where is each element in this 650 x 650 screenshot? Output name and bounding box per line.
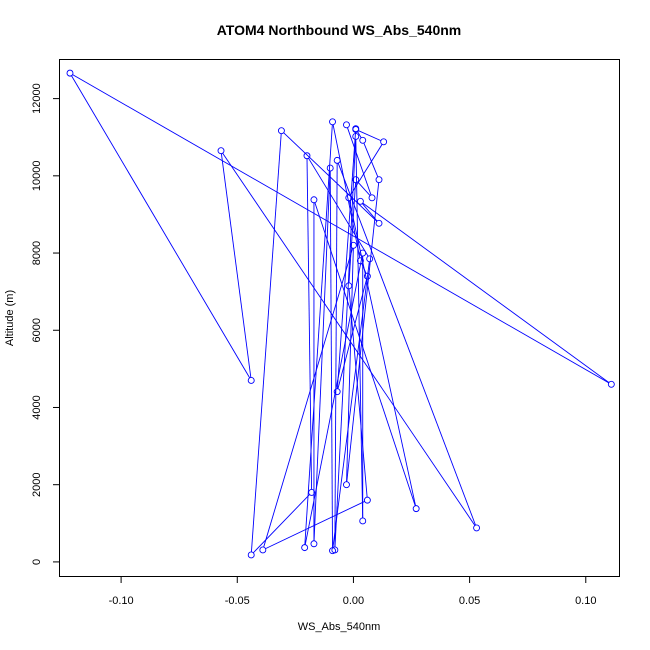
data-point (375, 176, 383, 184)
data-point (473, 524, 481, 532)
series-segment (304, 255, 363, 545)
data-point (303, 152, 311, 160)
data-point (352, 176, 360, 184)
series-segment (356, 131, 362, 138)
data-point (359, 517, 367, 525)
x-tick-label: -0.10 (109, 595, 134, 607)
data-point (352, 125, 360, 133)
y-tick-label: 12000 (31, 83, 43, 114)
series-segment (71, 75, 251, 379)
series-segment (346, 248, 354, 482)
data-point (359, 136, 367, 144)
series-segment (308, 158, 369, 257)
y-tick-label: 0 (31, 559, 43, 565)
series-layer (66, 69, 615, 559)
series-segment (252, 494, 310, 554)
chart-title: ATOM4 Northbound WS_Abs_540nm (217, 22, 462, 38)
data-point (343, 481, 350, 489)
series-segment (357, 181, 371, 196)
data-point (607, 380, 615, 388)
data-point (356, 257, 364, 265)
series-segment (334, 163, 338, 547)
y-tick-label: 10000 (31, 161, 43, 192)
data-point (380, 138, 388, 146)
series-segment (363, 142, 379, 178)
series-segment (265, 501, 365, 550)
data-point (333, 156, 341, 164)
data-point (310, 196, 318, 204)
data-point (359, 249, 367, 257)
x-tick-label: -0.05 (225, 595, 250, 607)
x-tick-label: 0.00 (343, 595, 364, 607)
series-segment (313, 171, 331, 541)
data-point (247, 376, 255, 384)
series-segment (361, 263, 367, 274)
data-point (368, 194, 376, 202)
series-segment (347, 127, 372, 196)
series-segment (336, 131, 357, 389)
data-point (66, 69, 74, 77)
y-tick-label: 6000 (31, 318, 43, 342)
data-point (412, 505, 420, 513)
data-point (356, 197, 364, 205)
series-segment (222, 152, 476, 526)
series-segment (355, 139, 364, 518)
data-point (331, 546, 339, 554)
series-segment (362, 202, 610, 383)
y-axis-label: Altitude (m) (4, 290, 16, 346)
data-point (308, 488, 316, 496)
series-segment (329, 171, 333, 548)
data-point (363, 496, 371, 504)
series-segment (220, 153, 252, 378)
series-segment (346, 182, 380, 482)
series-segment (304, 124, 333, 545)
data-point (217, 147, 225, 155)
data-point (333, 388, 341, 396)
data-point (326, 164, 334, 172)
x-tick-label: 0.05 (459, 595, 480, 607)
series-segment (337, 278, 368, 389)
series-segment (250, 133, 282, 552)
x-axis: -0.10 -0.05 0.00 0.05 0.10 (109, 576, 596, 607)
data-point (343, 121, 350, 129)
data-point (247, 551, 255, 559)
data-point (277, 127, 285, 135)
data-point (345, 194, 353, 202)
data-point (349, 241, 357, 249)
data-point (345, 282, 353, 290)
x-tick-label: 0.10 (575, 595, 596, 607)
data-point (259, 546, 267, 554)
x-axis-label: WS_Abs_540nm (298, 621, 381, 633)
data-point (301, 544, 309, 552)
y-axis: 0 2000 4000 6000 8000 10000 12000 (31, 83, 60, 565)
y-tick-label: 2000 (31, 472, 43, 496)
series-segment (337, 163, 476, 526)
data-point (375, 219, 383, 227)
series-segment (332, 261, 370, 548)
y-tick-label: 8000 (31, 241, 43, 265)
y-tick-label: 4000 (31, 395, 43, 419)
series-segment (332, 124, 361, 258)
data-point (363, 272, 371, 280)
series-segment (348, 182, 357, 283)
data-point (352, 132, 360, 140)
series-segment (358, 130, 382, 142)
data-point (366, 255, 374, 263)
series-segment (72, 74, 609, 384)
data-point (329, 118, 336, 126)
series-segment (263, 248, 354, 548)
series-segment (314, 202, 416, 506)
series-segment (348, 288, 368, 498)
data-point (310, 540, 318, 548)
series-segment (306, 158, 313, 490)
series-segment (283, 132, 378, 222)
